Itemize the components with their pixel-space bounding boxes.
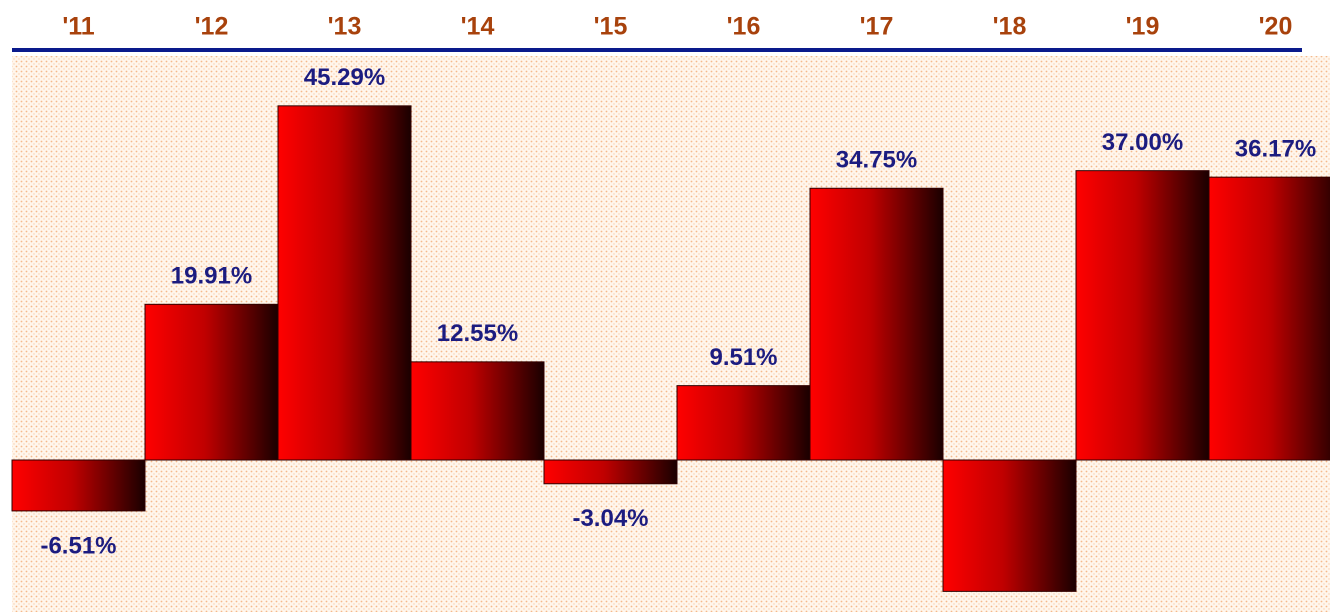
bar: [809, 187, 944, 461]
value-label: 45.29%: [304, 64, 385, 91]
category-label: '11: [62, 13, 94, 41]
bar: [543, 459, 678, 485]
category-label: '16: [727, 13, 761, 41]
value-label: 12.55%: [437, 320, 518, 347]
bar: [1075, 170, 1210, 461]
category-label: '20: [1259, 13, 1293, 41]
value-label: -6.51%: [40, 532, 116, 559]
bar: [410, 361, 545, 461]
bar: [942, 459, 1077, 592]
bar: [676, 385, 811, 461]
value-label: 36.17%: [1235, 135, 1316, 162]
value-label: -3.04%: [572, 505, 648, 532]
category-label: '12: [195, 13, 229, 41]
value-label: 34.75%: [836, 147, 917, 174]
value-label: 9.51%: [709, 344, 777, 371]
value-label: 37.00%: [1102, 129, 1183, 156]
category-label: '19: [1126, 13, 1160, 41]
category-label: '13: [328, 13, 362, 41]
bar: [277, 105, 412, 461]
category-label: '15: [594, 13, 628, 41]
category-label: '14: [461, 13, 495, 41]
bar: [11, 459, 146, 512]
category-label: '17: [860, 13, 894, 41]
category-label: '18: [993, 13, 1027, 41]
bar: [1208, 176, 1330, 461]
value-label: 19.91%: [171, 263, 252, 290]
bar: [144, 303, 279, 461]
